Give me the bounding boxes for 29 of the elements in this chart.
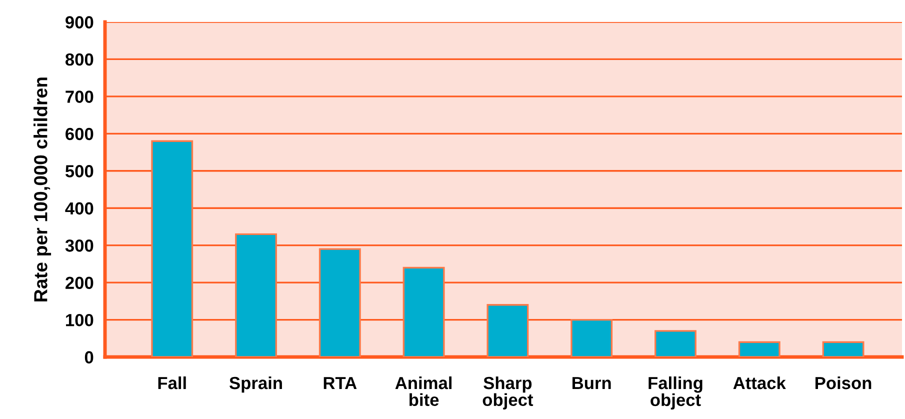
x-tick-label: Fall	[158, 376, 186, 390]
bar	[486, 304, 529, 357]
x-tick-label: Burn	[572, 377, 611, 390]
x-tick-label: Falling object	[648, 376, 702, 410]
bar	[235, 233, 277, 357]
y-tick-label: 500	[65, 165, 94, 178]
bar	[570, 318, 613, 357]
y-tick-label: 200	[66, 276, 94, 290]
bar	[738, 341, 780, 357]
y-tick-label: 0	[84, 351, 94, 364]
bar	[151, 140, 194, 357]
y-tick-label: 300	[65, 240, 94, 252]
x-tick-label: Attack	[733, 376, 786, 390]
x-tick-label: Sharp object	[482, 376, 534, 410]
bar	[822, 341, 864, 357]
x-tick-label: RTA	[324, 377, 357, 390]
x-tick-label: Sprain	[230, 376, 282, 393]
bar	[654, 330, 696, 357]
y-tick-label: 400	[65, 202, 94, 215]
y-axis-title: Rate per 100,000 children	[34, 78, 52, 302]
y-tick-label: 100	[66, 314, 94, 326]
y-tick-label: 700	[66, 90, 94, 103]
x-tick-label: Animal bite	[395, 376, 452, 406]
bar	[402, 266, 445, 357]
x-tick-label: Poison	[816, 376, 872, 390]
y-tick-label: 900	[66, 16, 94, 28]
bar	[318, 248, 361, 357]
y-tick-label: 600	[66, 128, 94, 140]
y-tick-label: 800	[65, 53, 94, 66]
